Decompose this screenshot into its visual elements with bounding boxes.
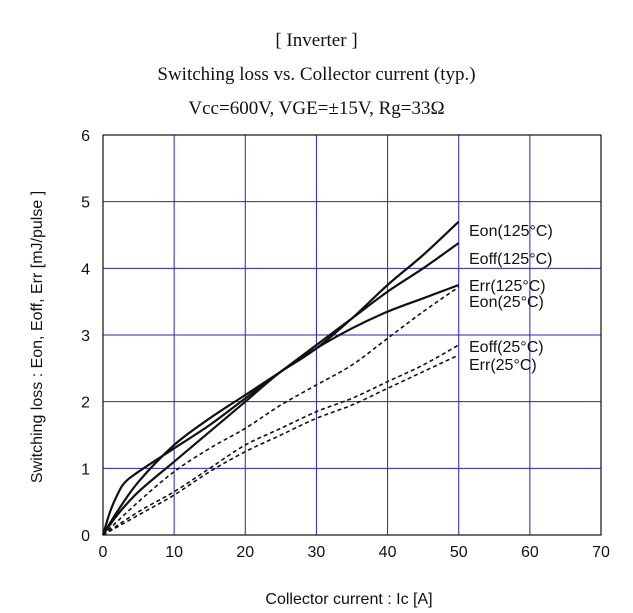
y-tick-label: 0 — [81, 528, 90, 545]
x-tick-label: 30 — [308, 544, 326, 561]
x-tick-label: 0 — [99, 544, 108, 561]
tick-labels: 0 10 20 30 40 50 60 70 0 1 2 3 4 5 6 — [81, 128, 610, 561]
series-line-5 — [102, 354, 460, 536]
series-line-0 — [102, 220, 460, 536]
series-label-5: Err(25°C) — [469, 357, 537, 374]
x-tick-label: 20 — [236, 544, 254, 561]
series-line-4 — [102, 344, 460, 536]
series-line-2 — [102, 283, 460, 536]
x-tick-label: 60 — [521, 544, 539, 561]
series-line-3 — [102, 286, 460, 536]
x-tick-label: 70 — [592, 544, 610, 561]
y-tick-label: 1 — [81, 461, 90, 478]
chart-subtitle: Switching loss vs. Collector current (ty… — [157, 64, 476, 85]
series-labels: Eon(125°C) Eoff(125°C) Err(125°C)Eon(25°C)… — [469, 223, 553, 374]
y-tick-label: 3 — [81, 328, 90, 345]
y-tick-label: 4 — [81, 261, 90, 278]
series-line-1 — [101, 242, 460, 536]
series-label-4: Eoff(25°C) — [469, 339, 544, 356]
plot-frame — [102, 134, 602, 536]
series-curves — [101, 220, 460, 536]
y-tick-label: 5 — [81, 195, 90, 212]
x-tick-label: 50 — [450, 544, 468, 561]
chart-conditions: Vcc=600V, VGE=±15V, Rg=33Ω — [188, 98, 445, 119]
x-tick-label: 40 — [379, 544, 397, 561]
y-axis-label: Switching loss : Eon, Eoff, Err [mJ/puls… — [29, 191, 46, 483]
y-tick-label: 2 — [81, 395, 90, 412]
series-label-3: Eon(25°C) — [469, 294, 544, 311]
chart-title: [ Inverter ] — [275, 30, 358, 51]
series-label-2: Err(125°C) — [469, 278, 546, 295]
series-label-1: Eoff(125°C) — [469, 251, 552, 268]
x-tick-label: 10 — [165, 544, 183, 561]
y-tick-label: 6 — [81, 128, 90, 145]
grid — [102, 134, 602, 536]
x-axis-label: Collector current : Ic [A] — [265, 591, 432, 608]
series-label-0: Eon(125°C) — [469, 223, 553, 240]
